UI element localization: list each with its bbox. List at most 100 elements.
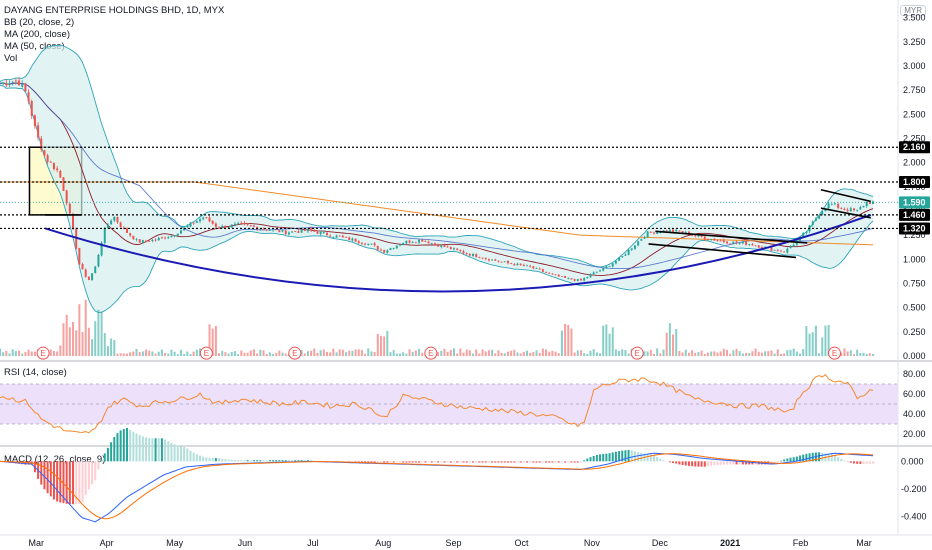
volume-bar [78, 304, 81, 357]
volume-bar [300, 350, 303, 357]
volume-bar [14, 351, 17, 357]
volume-bar [272, 354, 275, 357]
candle-body [72, 214, 75, 230]
candle-body [84, 269, 87, 277]
volume-bar [649, 349, 652, 357]
macd-histogram-bar [840, 458, 843, 462]
candle-body [322, 232, 325, 234]
rsi-tick-label: 80.00 [903, 369, 926, 379]
macd-histogram-bar [443, 461, 446, 463]
candle-body [481, 257, 484, 259]
candle-body [722, 240, 725, 242]
volume-bar [313, 348, 316, 357]
volume-bar [779, 353, 782, 357]
macd-histogram-bar [646, 453, 649, 462]
volume-bar [554, 351, 557, 357]
volume-bar [500, 352, 503, 357]
candle-body [843, 208, 846, 211]
candle-body [192, 222, 195, 224]
candle-body [345, 236, 348, 238]
macd-histogram-bar [799, 455, 802, 462]
macd-histogram-bar [414, 461, 417, 463]
candle-body [608, 266, 611, 268]
candle-body [443, 244, 446, 247]
macd-histogram-bar [68, 461, 71, 505]
volume-bar [211, 328, 214, 357]
candle-body [300, 229, 303, 233]
candle-body [678, 230, 681, 232]
candle-body [116, 216, 119, 223]
volume-bar [532, 352, 535, 357]
volume-bar [468, 350, 471, 357]
macd-histogram-bar [24, 461, 27, 465]
volume-bar [446, 351, 449, 357]
volume-bar [700, 350, 703, 357]
macd-histogram-bar [205, 457, 208, 462]
macd-histogram-bar [424, 461, 427, 463]
macd-histogram-bar [110, 442, 113, 462]
candle-body [332, 236, 335, 238]
candle-body [491, 259, 494, 261]
candle-body [0, 83, 1, 85]
macd-histogram-bar [243, 460, 246, 462]
macd-histogram-bar [491, 461, 494, 463]
volume-bar [475, 349, 478, 357]
macd-histogram-bar [564, 461, 567, 463]
earnings-label: E [635, 349, 640, 358]
volume-bar [646, 351, 649, 357]
macd-histogram-bar [741, 461, 744, 465]
candle-body [141, 240, 144, 244]
candle-body [160, 237, 163, 239]
price-tag-label: 1.590 [903, 197, 926, 207]
legend-bb[interactable]: BB (20, close, 2) [4, 17, 75, 28]
legend-rsi[interactable]: RSI (14, close) [4, 367, 67, 378]
volume-bar [783, 353, 786, 357]
volume-bar [383, 336, 386, 357]
macd-histogram-bar [519, 461, 522, 463]
candle-body [618, 257, 621, 261]
volume-bar [24, 351, 27, 357]
volume-bar [856, 349, 859, 357]
volume-bar [418, 348, 421, 357]
macd-histogram-bar [640, 452, 643, 462]
volume-bar [100, 311, 103, 357]
volume-bar [132, 351, 135, 357]
volume-bar [259, 349, 262, 357]
legend-vol[interactable]: Vol [4, 53, 18, 64]
volume-bar [853, 354, 856, 357]
volume-bar [268, 352, 271, 357]
legend-macd[interactable]: MACD (12, 26, close, 9) [4, 454, 106, 465]
candle-body [59, 170, 62, 178]
macd-histogram-bar [262, 460, 265, 462]
macd-histogram-bar [360, 461, 363, 463]
volume-bar [846, 351, 849, 357]
price-tick-label: 3.500 [903, 13, 926, 23]
candle-body [532, 266, 535, 269]
candle-body [122, 227, 125, 229]
candle-body [338, 235, 341, 237]
macd-histogram-bar [386, 461, 389, 463]
volume-bar [256, 353, 259, 357]
macd-histogram-bar [119, 430, 122, 462]
macd-histogram-bar [297, 460, 300, 462]
candle-body [154, 239, 157, 241]
legend-ma50[interactable]: MA (50, close) [4, 41, 65, 52]
candle-body [440, 245, 443, 247]
macd-histogram-bar [395, 461, 398, 463]
volume-bar [684, 349, 687, 357]
volume-bar [503, 353, 506, 357]
candle-body [319, 231, 322, 235]
macd-histogram-bar [672, 461, 675, 464]
macd-histogram-bar [802, 454, 805, 462]
candle-body [846, 209, 849, 212]
volume-bar [56, 351, 59, 357]
candle-body [233, 223, 236, 225]
currency-button[interactable]: MYR [900, 5, 926, 16]
legend-ma200[interactable]: MA (200, close) [4, 29, 70, 40]
candle-body [151, 239, 154, 242]
macd-histogram-bar [265, 460, 268, 462]
macd-histogram-bar [176, 445, 179, 462]
macd-histogram-bar [433, 461, 436, 463]
volume-bar [122, 353, 125, 357]
